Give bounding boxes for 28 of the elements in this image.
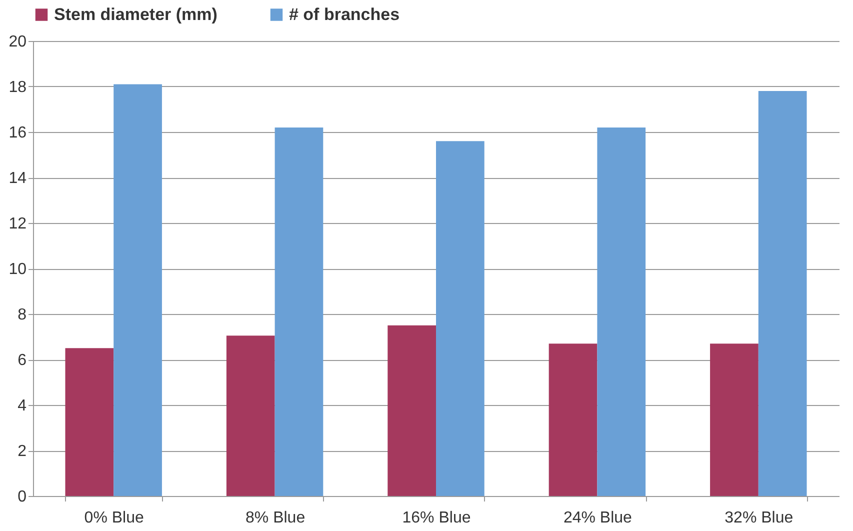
bar xyxy=(388,325,436,496)
bar xyxy=(274,127,324,496)
bar xyxy=(597,127,646,496)
y-tick-label: 8 xyxy=(18,306,27,324)
y-tick-label: 16 xyxy=(8,124,27,142)
bar xyxy=(65,348,114,496)
y-tick-label: 18 xyxy=(8,79,27,96)
x-tick-label: 32% Blue xyxy=(724,510,794,526)
legend-label: # of branches xyxy=(289,4,400,24)
bar xyxy=(758,91,807,496)
y-tick-label: 14 xyxy=(8,170,27,187)
bar xyxy=(548,344,598,496)
bar xyxy=(114,84,162,496)
bar xyxy=(436,141,484,496)
y-tick-label: 0 xyxy=(18,488,27,506)
x-tick-label: 8% Blue xyxy=(246,510,306,526)
x-tick-label: 24% Blue xyxy=(563,510,632,526)
y-tick-label: 4 xyxy=(18,398,27,414)
bar xyxy=(710,344,758,496)
legend-label: Stem diameter (mm) xyxy=(54,4,218,24)
bar xyxy=(226,336,275,496)
y-tick-label: 10 xyxy=(8,261,27,278)
y-tick-label: 2 xyxy=(18,443,27,460)
y-tick-label: 6 xyxy=(18,352,27,369)
y-tick-label: 12 xyxy=(8,216,27,232)
x-tick-label: 16% Blue xyxy=(402,510,471,526)
x-tick-label: 0% Blue xyxy=(84,510,144,526)
y-tick-label: 20 xyxy=(8,34,27,50)
